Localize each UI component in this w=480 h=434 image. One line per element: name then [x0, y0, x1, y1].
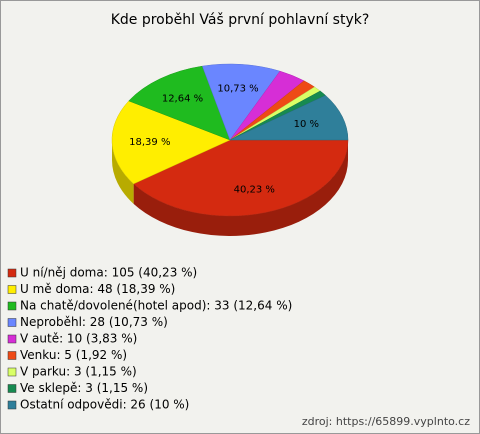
slice-side [133, 140, 348, 236]
legend-swatch [7, 367, 17, 377]
legend-label: Venku: 5 (1,92 %) [20, 348, 127, 362]
legend-swatch [7, 351, 17, 360]
source: zdroj: https://65899.vyplnto.cz [302, 415, 470, 428]
chart-title: Kde proběhl Váš první pohlavní styk? [111, 12, 370, 28]
slice [201, 63, 281, 141]
legend-swatch [7, 301, 17, 311]
legend-label: Ostatní odpovědi: 26 (10 %) [20, 398, 189, 412]
slice-label: 18,39 % [129, 137, 170, 148]
slice [133, 139, 349, 217]
legend-swatch [7, 384, 17, 393]
slice-label: 40,23 % [234, 184, 275, 195]
slice-label: 10 % [294, 119, 319, 130]
legend-swatch [7, 400, 17, 410]
legend-label: U mě doma: 48 (18,39 %) [20, 282, 175, 296]
legend-label: V parku: 3 (1,15 %) [20, 365, 137, 379]
legend-swatch [7, 285, 17, 294]
legend-label: Neproběhl: 28 (10,73 %) [20, 315, 168, 329]
slice [229, 95, 349, 141]
slice-label: 12,64 % [162, 93, 203, 104]
legend-swatch [7, 318, 17, 327]
legend-swatch [7, 268, 17, 278]
slice [128, 65, 231, 141]
legend-label: Ve sklepě: 3 (1,15 %) [20, 381, 148, 395]
slice [111, 100, 231, 185]
legend-swatch [7, 334, 17, 344]
legend-label: V autě: 10 (3,83 %) [20, 332, 137, 346]
slice-label: 10,73 % [217, 84, 258, 95]
legend-label: U ní/něj doma: 105 (40,23 %) [20, 266, 197, 280]
legend-label: Na chatě/dovolené(hotel apod): 33 (12,64… [20, 299, 292, 313]
